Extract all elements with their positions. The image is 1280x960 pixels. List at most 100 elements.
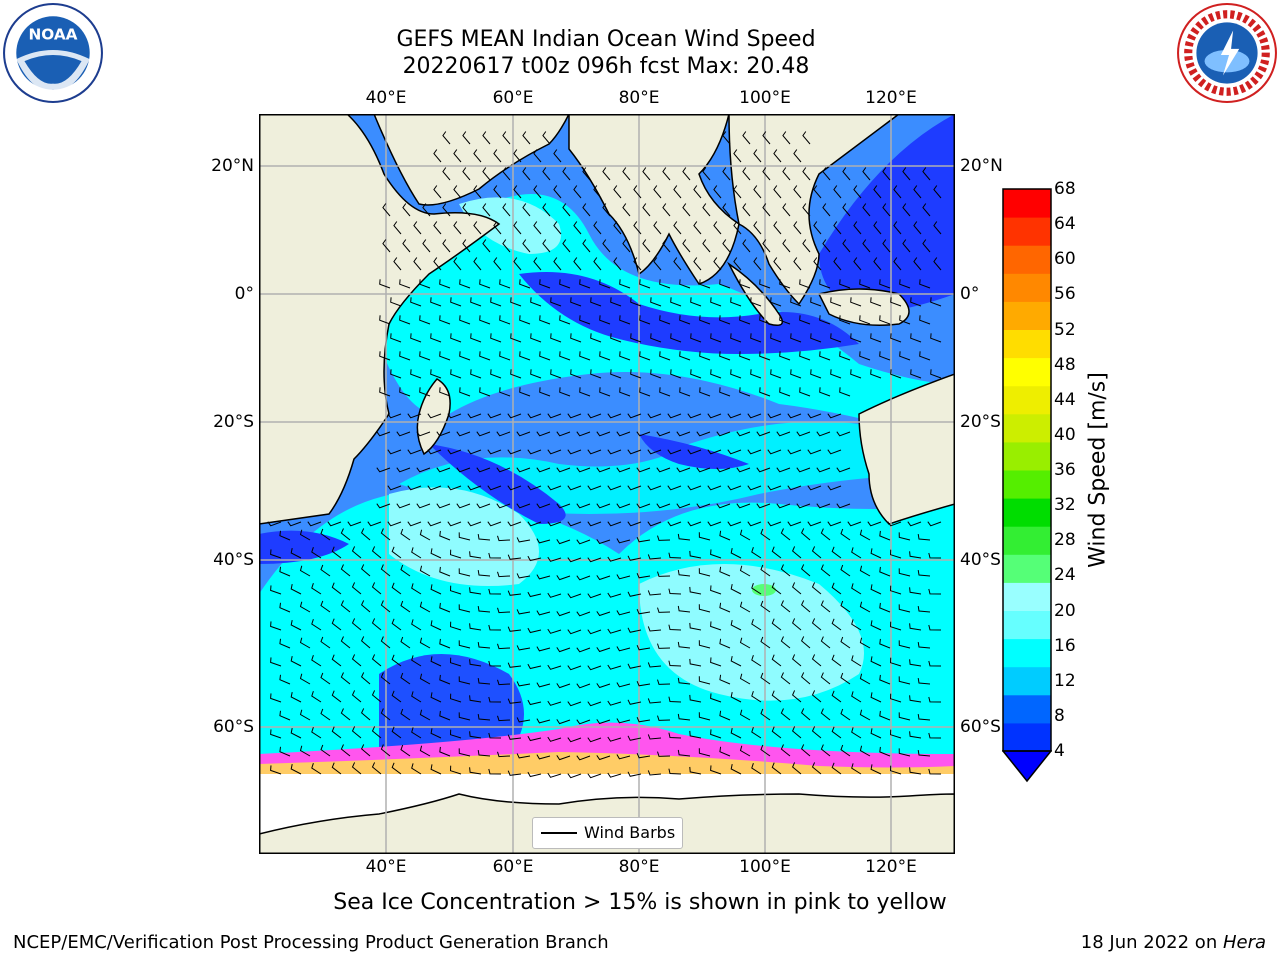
wind-barb xyxy=(719,351,731,361)
wind-barb xyxy=(311,547,322,559)
wind-barb xyxy=(747,521,762,527)
wind-barb xyxy=(391,690,402,703)
wind-barb xyxy=(439,710,451,721)
wind-barb xyxy=(690,297,702,307)
wind-barb xyxy=(839,315,851,325)
wind-barb xyxy=(522,239,531,253)
wind-barb xyxy=(371,690,382,703)
lon-tick-bottom-120e: 120°E xyxy=(865,857,917,877)
colorbar-cell xyxy=(1003,722,1051,752)
wind-barb xyxy=(290,764,302,775)
wind-barb xyxy=(407,521,422,527)
wind-barb xyxy=(668,768,682,775)
wind-barb xyxy=(742,239,751,253)
wind-barb xyxy=(607,485,622,491)
wind-barb xyxy=(730,297,742,307)
wind-barb xyxy=(430,297,442,307)
wind-barb xyxy=(859,637,871,649)
wind-barb xyxy=(487,449,502,455)
wind-barb xyxy=(399,279,411,289)
wind-barb xyxy=(507,554,522,560)
wind-barb xyxy=(542,239,551,253)
wind-barb xyxy=(387,449,402,455)
wind-barb xyxy=(351,654,362,667)
wind-barb xyxy=(599,315,611,325)
wind-barb xyxy=(910,297,922,307)
wind-barb xyxy=(636,467,651,473)
wind-barb xyxy=(290,728,302,739)
wind-barb xyxy=(882,239,891,253)
wind-barb xyxy=(547,485,562,491)
wind-barb xyxy=(507,626,522,632)
wind-barb xyxy=(919,279,931,289)
wind-barb xyxy=(820,564,831,577)
wind-barb xyxy=(650,369,662,379)
wind-barb xyxy=(619,315,631,325)
wind-barb xyxy=(739,601,751,613)
colorbar-tick-label: 40 xyxy=(1054,424,1076,445)
wind-barb xyxy=(576,683,591,689)
wind-barb xyxy=(596,539,611,545)
wind-barb xyxy=(870,764,882,775)
wind-barb xyxy=(582,203,591,217)
wind-barb xyxy=(917,606,931,613)
colorbar-tick-label: 36 xyxy=(1054,460,1076,480)
wind-barb xyxy=(771,618,782,631)
wind-barb xyxy=(893,257,902,271)
wind-barb xyxy=(587,593,602,599)
wind-barb xyxy=(533,221,542,235)
wind-barb xyxy=(902,167,911,181)
wind-barb xyxy=(677,605,691,613)
wind-barb xyxy=(800,636,811,649)
wind-barb xyxy=(719,279,731,289)
wind-barb xyxy=(487,485,502,491)
wind-barb xyxy=(673,257,682,271)
wind-barb xyxy=(687,413,702,419)
wind-barb xyxy=(833,185,842,199)
wind-barb xyxy=(419,279,431,289)
wind-barb xyxy=(536,538,551,544)
wind-barb xyxy=(698,568,711,577)
wind-barb xyxy=(716,503,731,509)
wind-barb xyxy=(556,467,571,473)
wind-barb xyxy=(320,528,331,541)
wind-barb xyxy=(859,315,871,325)
wind-barb xyxy=(771,762,782,775)
wind-barb xyxy=(507,413,522,419)
wind-barb xyxy=(371,654,382,667)
wind-barb xyxy=(619,279,631,289)
wind-barb xyxy=(899,315,911,325)
chart-title: GEFS MEAN Indian Ocean Wind Speed xyxy=(396,27,816,52)
wind-barb xyxy=(811,726,822,739)
wind-barb xyxy=(770,369,782,379)
wind-barb xyxy=(502,203,511,217)
wind-barb xyxy=(567,665,582,671)
wind-barb xyxy=(467,449,482,455)
wind-barb xyxy=(776,467,791,473)
wind-barb xyxy=(516,681,531,687)
wind-barb xyxy=(458,532,471,541)
wind-barb xyxy=(387,485,402,491)
lon-tick-top-40e: 40°E xyxy=(365,88,407,108)
wind-barb xyxy=(607,772,622,778)
wind-barb xyxy=(493,185,502,199)
wind-barb xyxy=(819,279,831,289)
colorbar-label: Wind Speed [m/s] xyxy=(1085,372,1111,568)
wind-barb xyxy=(831,546,842,559)
wind-barb xyxy=(780,528,791,541)
wind-barb xyxy=(513,221,522,235)
wind-barb xyxy=(636,645,651,651)
wind-barb xyxy=(579,351,591,361)
wind-barb xyxy=(610,333,622,343)
wind-barb xyxy=(567,485,582,491)
wind-barb xyxy=(889,621,902,631)
wind-barb xyxy=(647,521,662,527)
wind-barb xyxy=(391,726,402,739)
wind-barb xyxy=(559,315,571,325)
wind-barb xyxy=(320,744,331,757)
wind-barb xyxy=(793,149,802,163)
land-australia xyxy=(858,373,955,525)
wind-barb xyxy=(380,528,391,541)
wind-barb xyxy=(796,467,811,473)
wind-barb xyxy=(647,662,662,668)
